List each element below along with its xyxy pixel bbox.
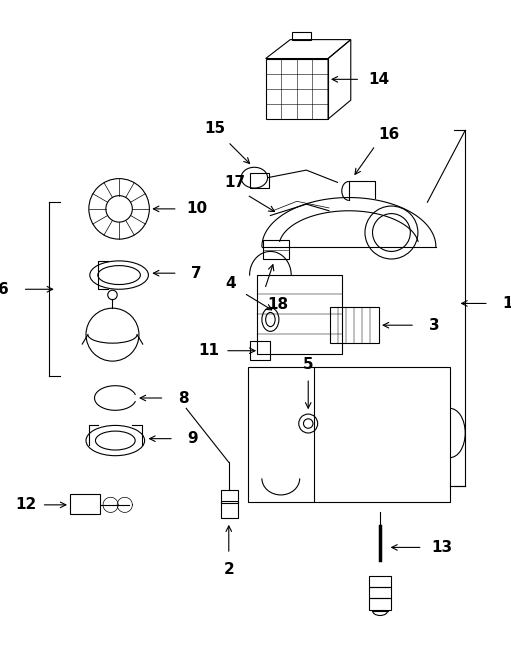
Bar	[369, 576, 391, 587]
Text: 11: 11	[198, 343, 219, 358]
Text: 14: 14	[368, 72, 390, 87]
Bar	[263, 240, 289, 259]
Text: 2: 2	[223, 562, 234, 577]
Bar	[249, 173, 268, 188]
Text: 9: 9	[188, 431, 198, 446]
Text: 7: 7	[191, 265, 202, 281]
Bar	[369, 587, 391, 599]
Text: 6: 6	[0, 282, 9, 297]
Bar	[249, 341, 270, 360]
Text: 1: 1	[502, 296, 511, 311]
Bar	[70, 493, 100, 514]
Text: 13: 13	[431, 540, 452, 555]
Text: 8: 8	[178, 390, 189, 405]
Bar	[292, 32, 311, 39]
Text: 16: 16	[378, 127, 399, 142]
Text: 3: 3	[429, 318, 439, 332]
Text: 12: 12	[15, 497, 36, 512]
Text: 17: 17	[224, 175, 245, 190]
Text: 5: 5	[303, 357, 314, 373]
Text: 4: 4	[225, 276, 236, 291]
Bar	[221, 501, 238, 518]
Text: 10: 10	[186, 202, 207, 216]
Text: 18: 18	[267, 297, 289, 312]
Bar	[369, 599, 391, 610]
Bar	[330, 307, 379, 343]
Text: 15: 15	[204, 121, 225, 136]
Bar	[221, 489, 238, 503]
